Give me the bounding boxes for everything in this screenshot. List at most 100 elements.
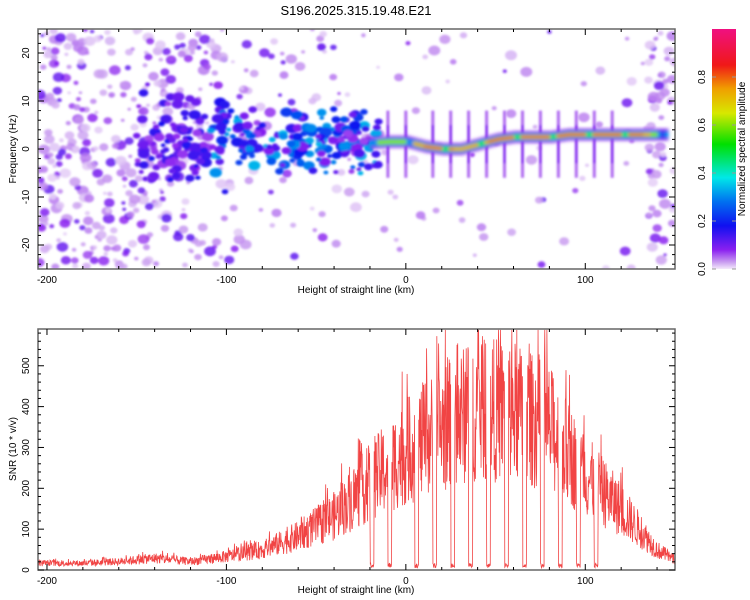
- band-blob: [350, 165, 356, 170]
- noise-blob: [361, 33, 366, 38]
- band-blob: [195, 117, 205, 125]
- noise-blob: [282, 169, 292, 178]
- noise-blob: [344, 92, 351, 97]
- heatmap-x-tick-label: 100: [577, 275, 594, 286]
- noise-blob: [52, 164, 57, 168]
- noise-blob: [72, 202, 81, 210]
- noise-blob: [143, 244, 150, 251]
- ridge-cell: [502, 137, 507, 140]
- noise-blob: [63, 232, 67, 236]
- noise-blob: [187, 44, 197, 52]
- ridge-cell: [642, 133, 647, 137]
- noise-blob: [174, 44, 181, 50]
- noise-blob: [159, 196, 166, 202]
- noise-blob: [124, 137, 134, 145]
- noise-blob: [666, 31, 675, 41]
- ridge-cell: [606, 133, 611, 136]
- noise-blob: [155, 40, 166, 50]
- heatmap-ridge: [370, 128, 669, 155]
- noise-blob: [108, 92, 116, 98]
- ridge-cell: [635, 133, 640, 136]
- band-blob: [296, 158, 305, 165]
- noise-blob: [663, 46, 675, 56]
- band-blob: [168, 168, 176, 174]
- band-blob: [211, 114, 224, 124]
- noise-blob: [122, 207, 127, 211]
- noise-blob: [209, 82, 214, 86]
- noise-blob: [239, 86, 244, 91]
- noise-blob: [279, 177, 287, 184]
- noise-blob: [47, 152, 54, 158]
- noise-blob: [269, 223, 276, 228]
- band-blob: [348, 169, 355, 174]
- snr-x-tick-label: -100: [216, 576, 236, 587]
- band-blob: [181, 141, 192, 150]
- noise-blob: [134, 256, 139, 261]
- snr-y-tick-label: 100: [21, 520, 32, 537]
- noise-blob: [125, 168, 137, 178]
- noise-blob: [270, 38, 278, 45]
- noise-blob: [69, 177, 81, 187]
- band-blob: [169, 122, 177, 128]
- noise-blob: [658, 115, 665, 120]
- band-blob: [177, 150, 189, 159]
- noise-blob: [165, 75, 177, 84]
- noise-blob: [89, 29, 95, 34]
- snr-x-tick-label: 0: [403, 576, 409, 587]
- noise-blob: [121, 201, 126, 205]
- noise-blob: [92, 245, 98, 250]
- noise-blob: [74, 219, 80, 224]
- noise-blob: [82, 250, 93, 259]
- noise-blob: [65, 153, 72, 160]
- band-blob: [218, 128, 227, 135]
- noise-blob: [79, 225, 86, 231]
- band-blob: [195, 175, 201, 180]
- band-blob: [180, 109, 189, 117]
- band-blob: [348, 111, 357, 118]
- ridge-cell: [445, 146, 450, 152]
- noise-blob: [107, 84, 113, 89]
- band-blob: [300, 130, 308, 137]
- noise-blob: [578, 112, 590, 123]
- band-blob: [214, 145, 225, 154]
- heatmap-y-tick-label: 0: [21, 146, 32, 152]
- band-blob: [148, 156, 155, 161]
- band-blob: [315, 134, 322, 140]
- ridge-cell: [459, 147, 464, 151]
- noise-blob: [337, 92, 341, 95]
- ridge-cell: [380, 140, 385, 145]
- noise-blob: [136, 220, 146, 229]
- band-blob: [371, 150, 381, 158]
- heatmap-blobs: [38, 29, 675, 269]
- ridge-cell: [474, 143, 479, 147]
- streak-core: [539, 125, 542, 164]
- noise-blob: [65, 33, 77, 42]
- noise-blob: [79, 153, 92, 163]
- noise-blob: [653, 81, 665, 90]
- heatmap-ylabel: Frequency (Hz): [8, 115, 19, 184]
- band-blob: [357, 161, 365, 168]
- noise-blob: [432, 207, 440, 214]
- noise-blob: [80, 123, 91, 133]
- noise-blob: [520, 66, 533, 77]
- band-blob: [209, 144, 217, 150]
- band-blob: [268, 136, 276, 143]
- noise-blob: [130, 96, 137, 102]
- noise-blob: [130, 47, 135, 51]
- ridge-cell: [646, 133, 651, 137]
- noise-blob: [141, 258, 151, 267]
- band-blob: [238, 148, 244, 153]
- band-blob: [136, 104, 142, 109]
- noise-blob: [125, 190, 133, 197]
- band-blob: [357, 171, 364, 176]
- noise-blob: [459, 32, 468, 39]
- ridge-cell: [377, 140, 382, 145]
- noise-blob: [103, 191, 107, 195]
- snr-ticks: -200 -100 0 100 0 100 200 300 400 500: [21, 329, 675, 587]
- noise-blob: [458, 217, 466, 223]
- noise-blob: [104, 36, 116, 46]
- ridge-cell: [639, 133, 644, 136]
- noise-blob: [77, 46, 89, 56]
- ridge-cell: [664, 131, 669, 138]
- band-blob: [185, 174, 195, 182]
